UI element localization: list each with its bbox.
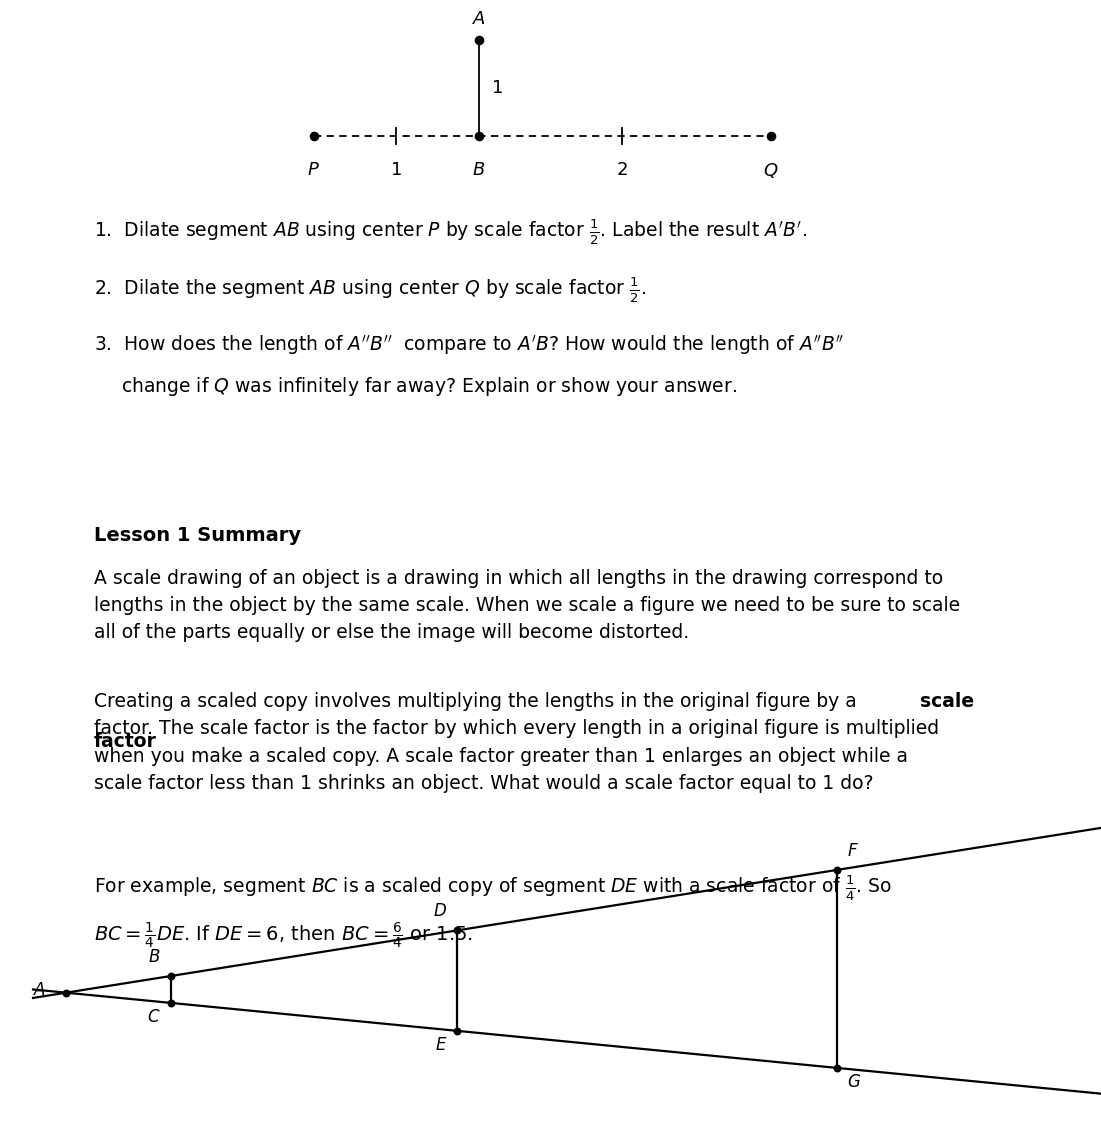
Point xyxy=(828,1059,846,1077)
Point xyxy=(470,127,488,145)
Point xyxy=(305,127,323,145)
Text: Lesson 1 Summary: Lesson 1 Summary xyxy=(94,526,301,545)
Point xyxy=(162,967,179,985)
Text: factor: factor xyxy=(94,733,156,751)
Text: $E$: $E$ xyxy=(435,1036,447,1054)
Text: $BC = \frac{1}{4}DE$. If $DE = 6$, then $BC = \frac{6}{4}$ or 1.5.: $BC = \frac{1}{4}DE$. If $DE = 6$, then … xyxy=(94,921,472,951)
Point xyxy=(762,127,780,145)
Text: $B$: $B$ xyxy=(149,948,161,966)
Text: $B$: $B$ xyxy=(472,161,486,179)
Text: change if $Q$ was infinitely far away? Explain or show your answer.: change if $Q$ was infinitely far away? E… xyxy=(121,375,738,398)
Text: $A$: $A$ xyxy=(33,981,46,999)
Point xyxy=(448,922,466,940)
Text: 3.  How does the length of $A''B''$  compare to $A'B$? How would the length of $: 3. How does the length of $A''B''$ compa… xyxy=(94,333,844,356)
Text: 1: 1 xyxy=(492,79,503,96)
Text: 2.  Dilate the segment $AB$ using center $Q$ by scale factor $\frac{1}{2}$.: 2. Dilate the segment $AB$ using center … xyxy=(94,276,645,305)
Text: For example, segment $BC$ is a scaled copy of segment $DE$ with a scale factor o: For example, segment $BC$ is a scaled co… xyxy=(94,873,892,903)
Text: $A$: $A$ xyxy=(472,10,486,28)
Text: 1.  Dilate segment $AB$ using center $P$ by scale factor $\frac{1}{2}$. Label th: 1. Dilate segment $AB$ using center $P$ … xyxy=(94,217,807,247)
Text: 2: 2 xyxy=(617,161,628,179)
Text: $G$: $G$ xyxy=(847,1073,861,1091)
Text: 1: 1 xyxy=(391,161,402,179)
Text: scale: scale xyxy=(920,692,974,711)
Text: $Q$: $Q$ xyxy=(763,161,778,180)
Text: $P$: $P$ xyxy=(307,161,320,179)
Text: $F$: $F$ xyxy=(847,841,859,860)
Text: $D$: $D$ xyxy=(433,903,447,921)
Text: Creating a scaled copy involves multiplying the lengths in the original figure b: Creating a scaled copy involves multiply… xyxy=(94,692,939,793)
Point xyxy=(470,31,488,49)
Point xyxy=(162,994,179,1012)
Point xyxy=(57,984,75,1002)
Point xyxy=(828,861,846,879)
Point xyxy=(448,1021,466,1039)
Text: A scale drawing of an object is a drawing in which all lengths in the drawing co: A scale drawing of an object is a drawin… xyxy=(94,569,960,642)
Text: $C$: $C$ xyxy=(148,1008,161,1026)
